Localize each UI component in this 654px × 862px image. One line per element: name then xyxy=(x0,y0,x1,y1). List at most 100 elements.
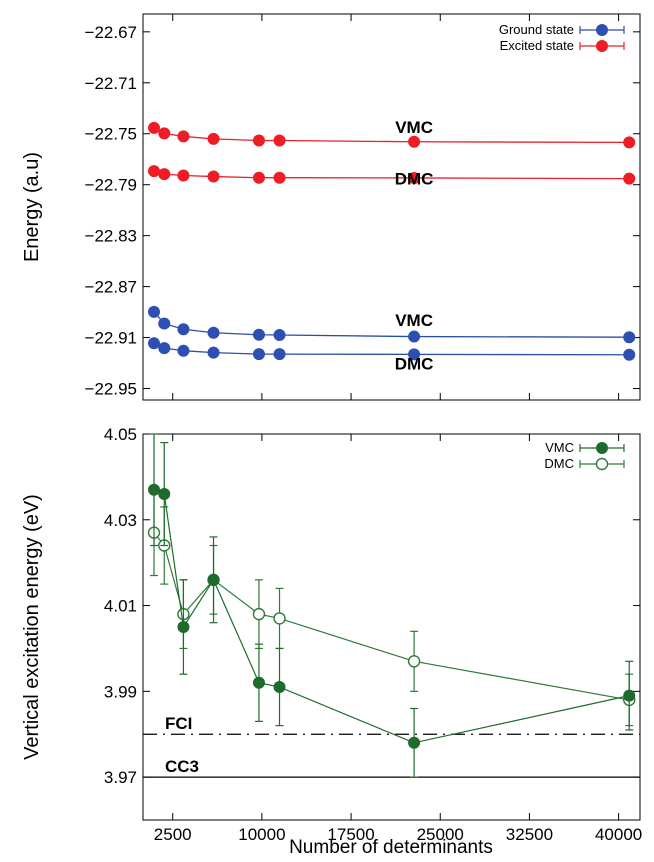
top-y-ticks: −22.67 −22.71 −22.75 −22.79 −22.83 −22.87 −22.… xyxy=(85,23,640,399)
ground-dmc-point xyxy=(623,348,636,361)
y-tick-label: −22.83 xyxy=(85,227,137,246)
ground-dmc-point xyxy=(158,342,171,355)
top-plot-frame xyxy=(142,13,641,401)
vmc-point xyxy=(408,736,421,749)
y-tick-label: −22.75 xyxy=(85,125,137,144)
legend-label-dmc: DMC xyxy=(544,456,574,471)
fci-label: FCI xyxy=(165,714,192,733)
dmc-point xyxy=(273,612,286,625)
excited-vmc-point xyxy=(177,130,190,143)
vmc-point xyxy=(207,573,220,586)
y-tick-label: 4.01 xyxy=(104,597,137,616)
y-tick-label: 3.99 xyxy=(104,682,137,701)
top-x-ticks xyxy=(172,14,620,400)
ground-vmc-point xyxy=(252,328,265,341)
ground-vmc-line xyxy=(153,311,630,338)
x-tick-label: 17500 xyxy=(327,825,374,844)
ground-vmc-point xyxy=(177,323,190,336)
bottom-series xyxy=(147,433,636,778)
vmc-point xyxy=(273,681,286,694)
vmc-point xyxy=(252,676,265,689)
cc3-label: CC3 xyxy=(165,757,199,776)
dmc-point xyxy=(407,655,421,668)
x-tick-label: 10000 xyxy=(238,825,285,844)
x-tick-label: 25000 xyxy=(417,825,464,844)
ground-vmc-point xyxy=(158,317,171,330)
bottom-y-axis-label: Vertical excitation energy (eV) xyxy=(21,494,43,760)
y-tick-label: −22.91 xyxy=(85,329,137,348)
bottom-plot-frame xyxy=(142,433,641,821)
legend-marker-excited xyxy=(579,40,625,52)
dmc-point xyxy=(252,607,266,621)
x-tick-label: 40000 xyxy=(595,825,642,844)
x-axis-label: Number of determinants xyxy=(289,837,493,858)
legend-label-ground: Ground state xyxy=(499,22,574,37)
excited-vmc-point xyxy=(148,121,161,134)
ground-dmc-point xyxy=(273,348,286,361)
top-annotations: VMC DMC VMC DMC xyxy=(395,118,434,373)
legend-label-vmc: VMC xyxy=(545,440,574,455)
ground-vmc-point xyxy=(623,331,636,344)
excited-vmc-point xyxy=(207,132,220,145)
excited-dmc-point xyxy=(177,169,190,182)
reference-lines: FCI CC3 xyxy=(143,714,640,778)
excited-vmc-point xyxy=(252,134,265,147)
ground-vmc-point xyxy=(408,330,421,343)
ground-dmc-point xyxy=(408,348,421,361)
excited-dmc-point xyxy=(408,171,421,184)
excited-vmc-point xyxy=(623,136,636,149)
legend-marker-ground xyxy=(579,24,625,36)
excited-vmc-point xyxy=(273,134,286,147)
ground-dmc-point xyxy=(148,337,161,350)
series-annotation: DMC xyxy=(395,354,434,373)
excited-dmc-point xyxy=(252,171,265,184)
excited-dmc-point xyxy=(273,171,286,184)
x-tick-label: 32500 xyxy=(506,825,553,844)
series-annotation: DMC xyxy=(395,170,434,189)
y-tick-label: −22.71 xyxy=(85,74,137,93)
ground-vmc-point xyxy=(148,305,161,318)
ground-dmc-point xyxy=(177,344,190,357)
excited-vmc-point xyxy=(158,127,171,140)
ground-dmc-point xyxy=(252,348,265,361)
bottom-legend: VMC DMC xyxy=(544,440,625,471)
excited-dmc-line xyxy=(153,170,630,180)
excited-dmc-point xyxy=(148,165,161,178)
vmc-point xyxy=(148,483,161,496)
series-annotation: VMC xyxy=(395,311,433,330)
ground-vmc-point xyxy=(207,326,220,339)
top-series xyxy=(148,121,636,361)
vmc-line xyxy=(153,489,630,744)
ground-dmc-line xyxy=(153,342,630,356)
vmc-point xyxy=(177,621,190,633)
vmc-point xyxy=(623,689,636,702)
y-tick-label: −22.79 xyxy=(85,176,137,195)
ground-dmc-point xyxy=(207,346,220,359)
y-tick-label: 4.03 xyxy=(104,511,137,530)
y-tick-label: 4.05 xyxy=(104,425,137,444)
top-y-axis-label: Energy (a.u) xyxy=(21,152,43,262)
x-tick-label: 2500 xyxy=(154,825,192,844)
y-tick-label: 3.97 xyxy=(104,768,137,787)
series-annotation: VMC xyxy=(395,118,433,137)
top-legend: Ground state Excited state xyxy=(499,22,625,53)
y-tick-label: −22.67 xyxy=(85,23,137,42)
ground-vmc-point xyxy=(273,329,286,342)
y-tick-label: −22.95 xyxy=(85,380,137,399)
excited-dmc-point xyxy=(207,170,220,183)
top-panel: −22.67 −22.71 −22.75 −22.79 −22.83 −22.87 −22.… xyxy=(21,13,641,401)
excited-vmc-line xyxy=(153,127,630,144)
legend-marker-vmc xyxy=(579,442,625,454)
excited-dmc-point xyxy=(623,172,636,185)
excited-vmc-point xyxy=(408,135,421,148)
legend-marker-dmc xyxy=(579,457,625,471)
bottom-x-ticks: 2500 10000 17500 25000 32500 40000 xyxy=(154,434,642,844)
bottom-y-ticks: 4.05 4.03 4.01 3.99 3.97 xyxy=(104,425,640,787)
y-tick-label: −22.87 xyxy=(85,278,137,297)
excited-dmc-point xyxy=(158,168,171,181)
dmc-line xyxy=(153,532,630,701)
vmc-point xyxy=(158,488,171,501)
legend-label-excited: Excited state xyxy=(500,38,574,53)
bottom-panel: 4.05 4.03 4.01 3.99 3.97 2500 10000 17500 25000… xyxy=(21,425,642,858)
